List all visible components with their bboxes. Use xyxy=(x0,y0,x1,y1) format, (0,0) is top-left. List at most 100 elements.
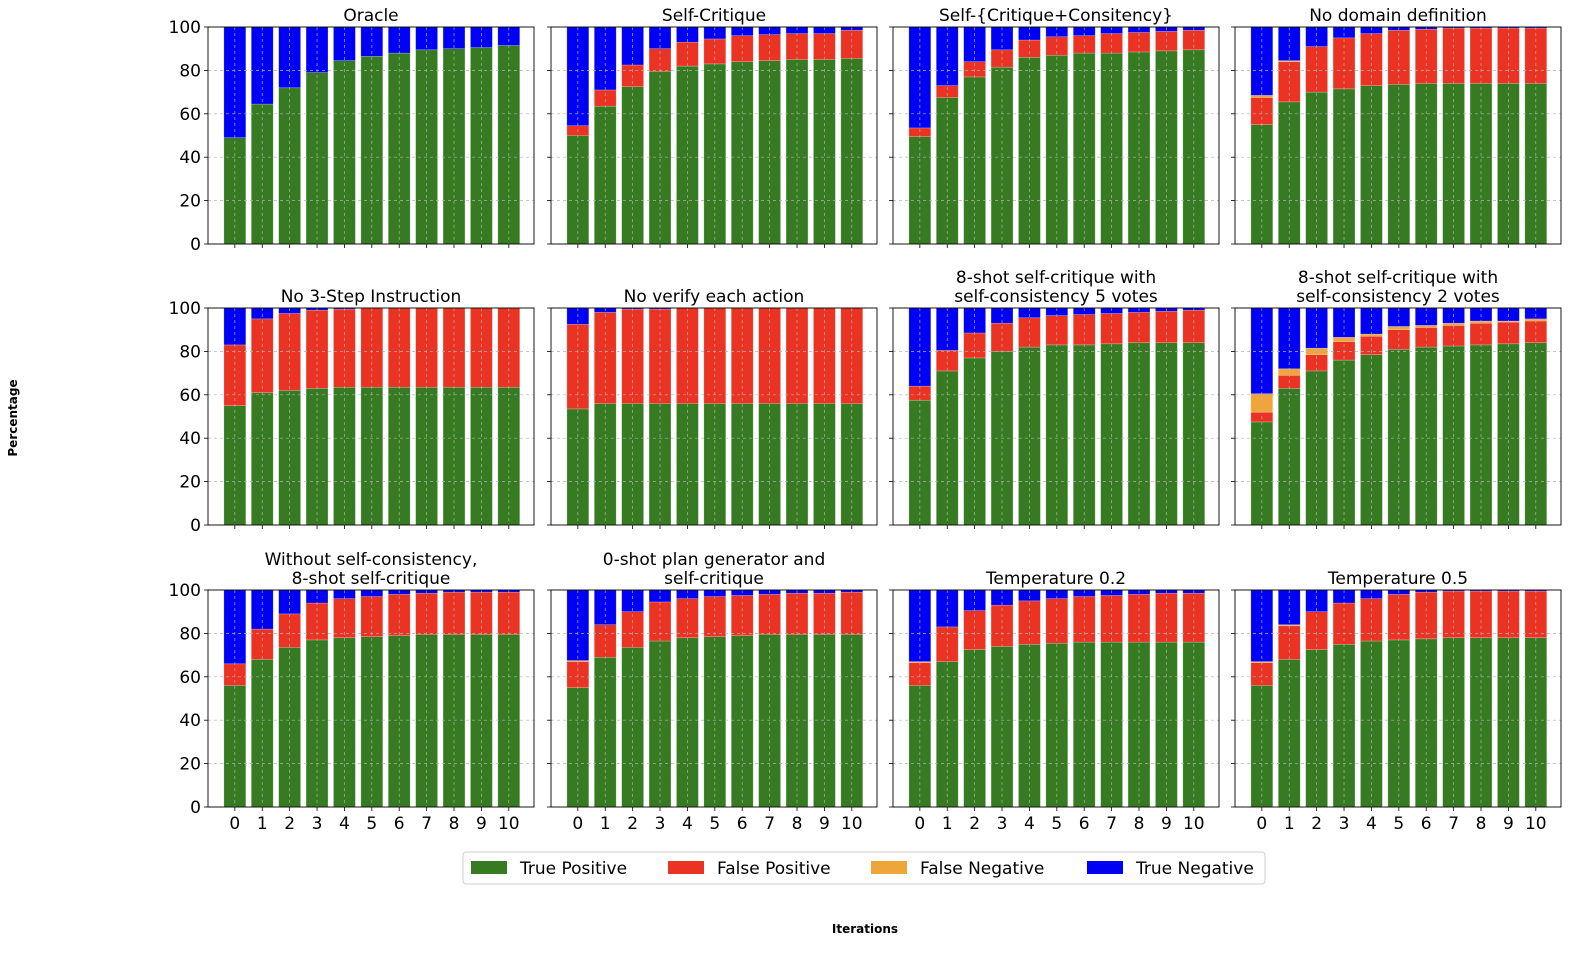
subplot-title: self-consistency 2 votes xyxy=(1296,287,1500,307)
bar-fn xyxy=(1250,393,1274,413)
x-tick-label: 10 xyxy=(1525,814,1547,834)
axes-frame xyxy=(892,26,1220,245)
y-tick-label: 20 xyxy=(179,755,201,775)
legend-label: True Positive xyxy=(519,859,627,879)
y-tick-label: 60 xyxy=(179,668,201,688)
bar-tn xyxy=(593,589,617,626)
subplot: Self-Critique xyxy=(547,6,878,248)
bar-tp xyxy=(305,387,329,526)
x-axis-label: Iterations xyxy=(832,922,898,936)
subplot: 8-shot self-critique withself-consistenc… xyxy=(1231,268,1562,529)
x-tick-label: 4 xyxy=(682,814,693,834)
bar-tp xyxy=(497,634,521,808)
bar-tp xyxy=(442,386,466,526)
x-tick-label: 4 xyxy=(339,814,350,834)
bar-tp xyxy=(387,386,411,526)
bar-fp xyxy=(1018,39,1041,58)
legend-item: False Negative xyxy=(871,859,1044,879)
x-tick-label: 3 xyxy=(1339,814,1350,834)
x-tick-label: 2 xyxy=(1311,814,1322,834)
subplot: 0 1 2 3 4 5 6 7 8 9 10 Temperature 0.5 xyxy=(1231,569,1562,834)
y-tick-label: 60 xyxy=(179,105,201,125)
x-tick-label: 1 xyxy=(1284,814,1295,834)
bar-tn xyxy=(963,589,986,611)
axes-frame xyxy=(892,307,1220,526)
x-tick-label: 8 xyxy=(792,814,803,834)
x-tick-label: 10 xyxy=(841,814,863,834)
x-tick-label: 2 xyxy=(627,814,638,834)
x-tick-label: 0 xyxy=(229,814,240,834)
subplot-title: No 3-Step Instruction xyxy=(281,287,462,307)
bar-tp xyxy=(1018,57,1041,245)
y-tick-label: 100 xyxy=(169,581,201,601)
bar-tp xyxy=(840,634,864,808)
x-tick-label: 10 xyxy=(1183,814,1205,834)
x-tick-label: 6 xyxy=(1421,814,1432,834)
x-tick-label: 9 xyxy=(1503,814,1514,834)
x-tick-label: 7 xyxy=(1106,814,1117,834)
axes-frame xyxy=(1234,26,1562,245)
axes-frame xyxy=(207,307,535,526)
subplot-title: 8-shot self-critique with xyxy=(956,268,1156,288)
bar-tp xyxy=(813,634,836,808)
subplot-title: self-critique xyxy=(664,569,764,589)
axes-frame xyxy=(1234,589,1562,808)
bar-tp xyxy=(1250,421,1274,526)
x-tick-label: 9 xyxy=(1161,814,1172,834)
axes-frame xyxy=(550,26,878,245)
subplot: 0 1 2 3 4 5 6 7 8 9 10 0-shot plan generator andsel… xyxy=(547,550,878,834)
bar-tn xyxy=(963,26,986,63)
subplot: No domain definition xyxy=(1231,6,1562,248)
x-tick-label: 8 xyxy=(1476,814,1487,834)
axes-frame xyxy=(892,589,1220,808)
y-tick-label: 40 xyxy=(179,148,201,168)
axes-frame xyxy=(550,307,878,526)
x-tick-label: 8 xyxy=(449,814,460,834)
bar-fn xyxy=(1442,322,1465,326)
x-tick-label: 1 xyxy=(942,814,953,834)
subplot: No verify each action xyxy=(547,287,878,529)
y-tick-label: 40 xyxy=(179,711,201,731)
legend-item: False Positive xyxy=(668,859,831,879)
bar-tn xyxy=(1250,26,1274,96)
x-tick-label: 3 xyxy=(997,814,1008,834)
x-tick-label: 6 xyxy=(1079,814,1090,834)
subplot: 0 20 40 60 80 100 No 3-Step Instruction xyxy=(169,287,535,536)
y-axis-label: Percentage xyxy=(6,379,20,456)
legend-label: False Positive xyxy=(717,859,831,879)
x-tick-label: 9 xyxy=(476,814,487,834)
subplot-title: Self-{Critique+Consitency} xyxy=(939,6,1173,26)
x-tick-label: 9 xyxy=(819,814,830,834)
subplot: 0 20 40 60 80 100 Oracle xyxy=(169,6,535,255)
x-tick-label: 10 xyxy=(498,814,520,834)
legend-swatch xyxy=(668,861,704,874)
subplot-title: 8-shot self-critique xyxy=(292,569,451,589)
subplot-title: No domain definition xyxy=(1309,6,1487,26)
bar-tp xyxy=(415,386,438,526)
legend-label: False Negative xyxy=(920,859,1044,879)
x-tick-label: 0 xyxy=(914,814,925,834)
bar-tp xyxy=(305,72,329,245)
subplot: 0 1 2 3 4 5 6 7 8 9 10 Temperature 0.2 xyxy=(889,569,1220,834)
y-tick-label: 80 xyxy=(179,342,201,362)
bar-tn xyxy=(333,26,356,61)
x-tick-label: 6 xyxy=(737,814,748,834)
bar-tp xyxy=(333,386,356,526)
bar-fp xyxy=(593,89,617,107)
subplot-title: Oracle xyxy=(343,6,398,26)
legend: True Positive False Positive False Negativ… xyxy=(462,851,1266,885)
bar-fp xyxy=(1305,611,1328,650)
bar-tp xyxy=(840,58,864,245)
x-tick-label: 7 xyxy=(1448,814,1459,834)
subplot-title: 0-shot plan generator and xyxy=(603,550,826,570)
legend-swatch xyxy=(1087,861,1123,874)
x-tick-label: 7 xyxy=(764,814,775,834)
bar-tp xyxy=(730,635,754,808)
legend-box xyxy=(462,851,1266,885)
bar-tp xyxy=(360,386,384,526)
bar-tn xyxy=(1277,589,1301,626)
bar-tn xyxy=(566,589,590,661)
x-tick-label: 2 xyxy=(969,814,980,834)
y-tick-label: 80 xyxy=(179,624,201,644)
